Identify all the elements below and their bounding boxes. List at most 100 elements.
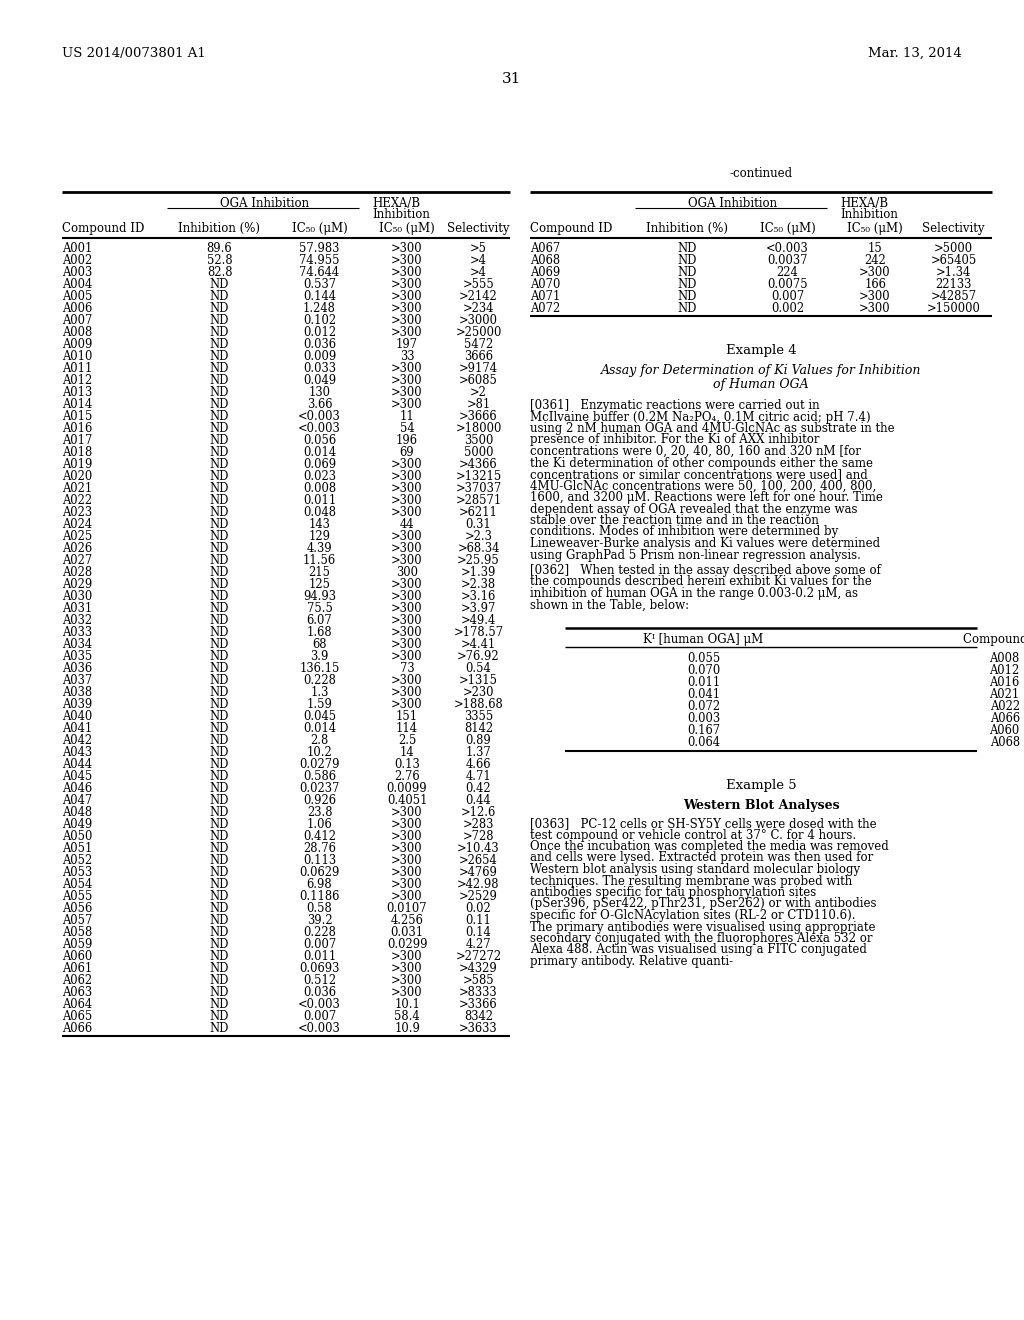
Text: 75.5: 75.5 <box>306 602 333 615</box>
Text: >188.68: >188.68 <box>454 698 504 711</box>
Text: A003: A003 <box>62 267 92 279</box>
Text: >300: >300 <box>391 302 423 315</box>
Text: A044: A044 <box>62 758 92 771</box>
Text: 2.8: 2.8 <box>310 734 329 747</box>
Text: A070: A070 <box>530 279 560 290</box>
Text: ND: ND <box>210 482 229 495</box>
Text: ND: ND <box>210 399 229 411</box>
Text: 3.9: 3.9 <box>310 649 329 663</box>
Text: 0.113: 0.113 <box>303 854 336 867</box>
Text: >4329: >4329 <box>459 962 498 975</box>
Text: ND: ND <box>210 675 229 686</box>
Text: 69: 69 <box>399 446 415 459</box>
Text: >300: >300 <box>391 698 423 711</box>
Text: 0.041: 0.041 <box>687 688 720 701</box>
Text: A022: A022 <box>989 700 1020 713</box>
Text: A068: A068 <box>530 253 560 267</box>
Text: 3666: 3666 <box>464 350 493 363</box>
Text: >6211: >6211 <box>459 506 498 519</box>
Text: A046: A046 <box>62 781 92 795</box>
Text: A063: A063 <box>62 986 92 999</box>
Text: ND: ND <box>210 781 229 795</box>
Text: 0.0279: 0.0279 <box>299 758 340 771</box>
Text: >300: >300 <box>391 962 423 975</box>
Text: >300: >300 <box>391 554 423 568</box>
Text: >300: >300 <box>391 470 423 483</box>
Text: 0.009: 0.009 <box>303 350 336 363</box>
Text: ND: ND <box>210 807 229 818</box>
Text: A016: A016 <box>989 676 1020 689</box>
Text: McIlvaine buffer (0.2M Na₂PO₄, 0.1M citric acid; pH 7.4): McIlvaine buffer (0.2M Na₂PO₄, 0.1M citr… <box>530 411 870 424</box>
Text: >300: >300 <box>391 830 423 843</box>
Text: 15: 15 <box>867 242 883 255</box>
Text: 0.011: 0.011 <box>303 950 336 964</box>
Text: 4.66: 4.66 <box>466 758 492 771</box>
Text: 1.3: 1.3 <box>310 686 329 700</box>
Text: 58.4: 58.4 <box>394 1010 420 1023</box>
Text: >4769: >4769 <box>459 866 498 879</box>
Text: >300: >300 <box>391 543 423 554</box>
Text: 0.064: 0.064 <box>687 737 720 748</box>
Text: 68: 68 <box>312 638 327 651</box>
Text: 0.007: 0.007 <box>303 1010 336 1023</box>
Text: 2.76: 2.76 <box>394 770 420 783</box>
Text: specific for O-GlcNAcylation sites (RL-2 or CTD110.6).: specific for O-GlcNAcylation sites (RL-2… <box>530 909 855 921</box>
Text: ND: ND <box>210 818 229 832</box>
Text: dependent assay of OGA revealed that the enzyme was: dependent assay of OGA revealed that the… <box>530 503 857 516</box>
Text: concentrations or similar concentrations were used] and: concentrations or similar concentrations… <box>530 469 867 480</box>
Text: 242: 242 <box>864 253 886 267</box>
Text: Example 4: Example 4 <box>726 345 797 356</box>
Text: A035: A035 <box>62 649 92 663</box>
Text: ND: ND <box>210 411 229 422</box>
Text: A004: A004 <box>62 279 92 290</box>
Text: >300: >300 <box>859 302 891 315</box>
Text: >2.38: >2.38 <box>461 578 496 591</box>
Text: ND: ND <box>210 531 229 543</box>
Text: the Ki determination of other compounds either the same: the Ki determination of other compounds … <box>530 457 873 470</box>
Text: >300: >300 <box>391 602 423 615</box>
Text: 197: 197 <box>396 338 418 351</box>
Text: A018: A018 <box>62 446 92 459</box>
Text: 0.002: 0.002 <box>771 302 804 315</box>
Text: ND: ND <box>678 290 697 304</box>
Text: >234: >234 <box>463 302 495 315</box>
Text: >300: >300 <box>391 494 423 507</box>
Text: >8333: >8333 <box>459 986 498 999</box>
Text: 1600, and 3200 μM. Reactions were left for one hour. Time: 1600, and 3200 μM. Reactions were left f… <box>530 491 883 504</box>
Text: ND: ND <box>210 1022 229 1035</box>
Text: ND: ND <box>210 722 229 735</box>
Text: A012: A012 <box>989 664 1020 677</box>
Text: ND: ND <box>210 950 229 964</box>
Text: 0.031: 0.031 <box>390 927 424 939</box>
Text: ND: ND <box>210 470 229 483</box>
Text: >178.57: >178.57 <box>454 626 504 639</box>
Text: >4.41: >4.41 <box>461 638 496 651</box>
Text: A001: A001 <box>62 242 92 255</box>
Text: 136.15: 136.15 <box>299 663 340 675</box>
Text: US 2014/0073801 A1: US 2014/0073801 A1 <box>62 48 206 59</box>
Text: 224: 224 <box>776 267 799 279</box>
Text: ND: ND <box>210 878 229 891</box>
Text: 82.8: 82.8 <box>207 267 232 279</box>
Text: A040: A040 <box>62 710 92 723</box>
Text: the compounds described herein exhibit Ki values for the: the compounds described herein exhibit K… <box>530 576 871 589</box>
Text: >28571: >28571 <box>456 494 502 507</box>
Text: A066: A066 <box>62 1022 92 1035</box>
Text: <0.003: <0.003 <box>766 242 809 255</box>
Text: >27272: >27272 <box>456 950 502 964</box>
Text: The primary antibodies were visualised using appropriate: The primary antibodies were visualised u… <box>530 920 876 933</box>
Text: ND: ND <box>210 734 229 747</box>
Text: A039: A039 <box>62 698 92 711</box>
Text: ND: ND <box>210 374 229 387</box>
Text: IC₅₀ (μM): IC₅₀ (μM) <box>379 222 435 235</box>
Text: 57.983: 57.983 <box>299 242 340 255</box>
Text: >4: >4 <box>470 267 487 279</box>
Text: stable over the reaction time and in the reaction: stable over the reaction time and in the… <box>530 513 819 527</box>
Text: A071: A071 <box>530 290 560 304</box>
Text: shown in the Table, below:: shown in the Table, below: <box>530 598 689 611</box>
Text: 4.71: 4.71 <box>466 770 492 783</box>
Text: <0.003: <0.003 <box>298 411 341 422</box>
Text: >3.97: >3.97 <box>461 602 497 615</box>
Text: 0.014: 0.014 <box>303 722 336 735</box>
Text: >1.39: >1.39 <box>461 566 497 579</box>
